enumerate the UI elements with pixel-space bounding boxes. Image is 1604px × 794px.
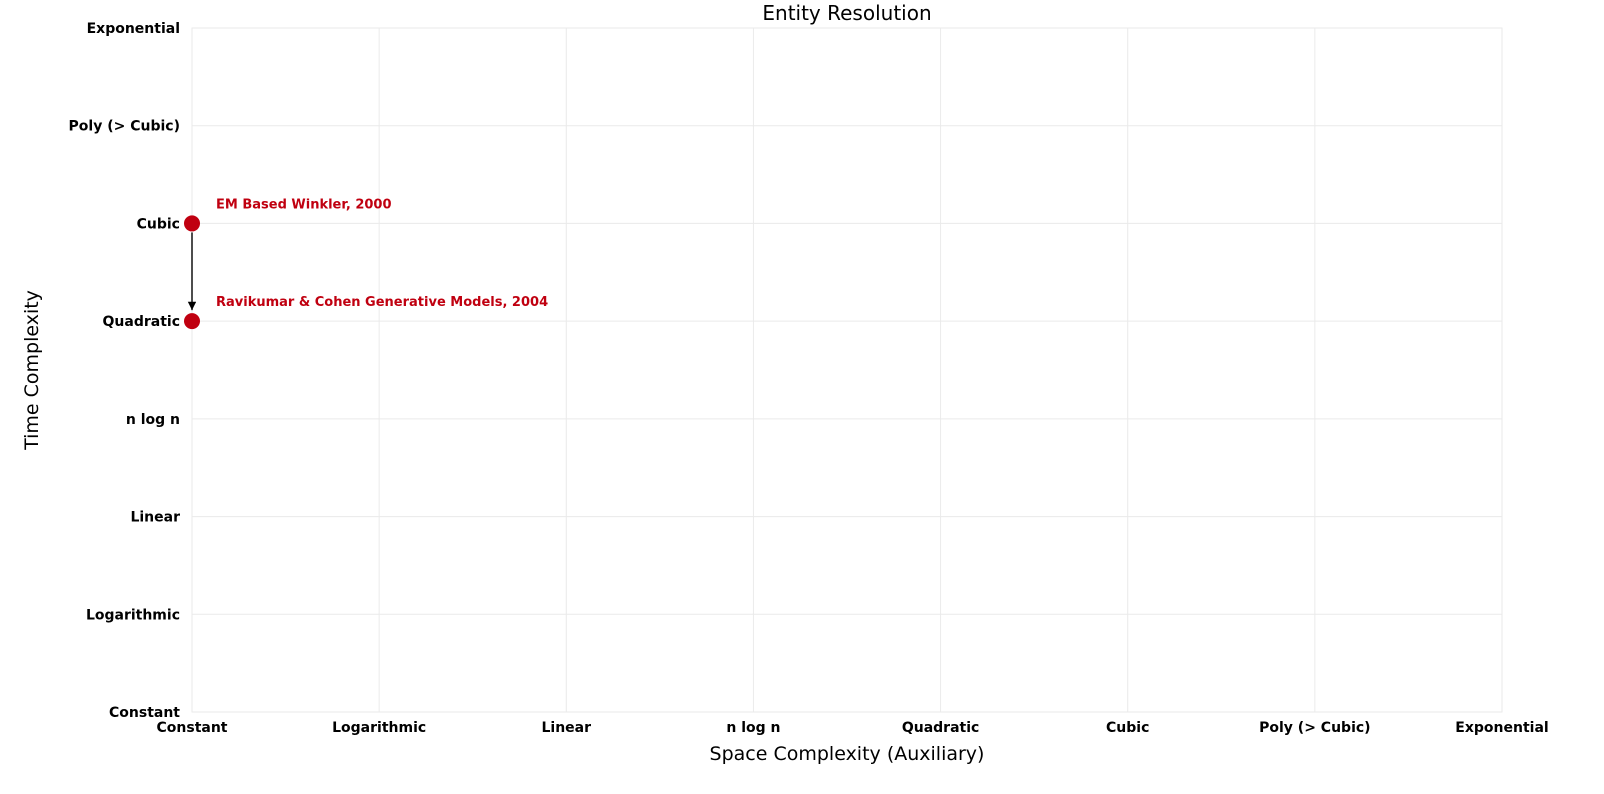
chart-container: Constant Logarithmic Linear n log n Quadrati… xyxy=(0,0,1604,794)
y-tick-label: Poly (> Cubic) xyxy=(69,119,180,135)
y-tick-label: Logarithmic xyxy=(86,607,180,623)
data-point-label: EM Based Winkler, 2000 xyxy=(216,197,392,212)
point-labels-layer: EM Based Winkler, 2000 Ravikumar & Cohen … xyxy=(216,197,548,310)
chart-title: Entity Resolution xyxy=(762,1,931,25)
y-tick-label: Linear xyxy=(130,510,180,526)
x-tick-label: Linear xyxy=(542,720,592,736)
x-tick-label: Exponential xyxy=(1455,720,1548,736)
chart-svg: Constant Logarithmic Linear n log n Quadrati… xyxy=(0,0,1604,794)
y-tick-label: Exponential xyxy=(87,21,180,37)
grid-horizontal xyxy=(192,28,1502,712)
x-tick-label: Quadratic xyxy=(902,720,979,736)
y-tick-label: Constant xyxy=(109,705,180,721)
x-tick-label: Poly (> Cubic) xyxy=(1259,720,1370,736)
plot-area-border xyxy=(192,28,1502,712)
x-tick-label: n log n xyxy=(726,720,780,736)
x-tick-labels: Constant Logarithmic Linear n log n Quadrati… xyxy=(157,720,1549,736)
data-point xyxy=(184,215,200,231)
x-axis-label: Space Complexity (Auxiliary) xyxy=(710,743,985,765)
x-tick-label: Constant xyxy=(157,720,228,736)
y-tick-label: n log n xyxy=(126,412,180,428)
y-tick-label: Cubic xyxy=(137,216,180,232)
y-tick-labels: Constant Logarithmic Linear n log n Quadrati… xyxy=(69,21,181,721)
x-tick-label: Logarithmic xyxy=(332,720,426,736)
grid-vertical xyxy=(192,28,1502,712)
data-point xyxy=(184,313,200,329)
y-axis-label: Time Complexity xyxy=(21,290,43,451)
data-point-label: Ravikumar & Cohen Generative Models, 200… xyxy=(216,295,548,310)
x-tick-label: Cubic xyxy=(1106,720,1149,736)
y-tick-label: Quadratic xyxy=(103,314,180,330)
